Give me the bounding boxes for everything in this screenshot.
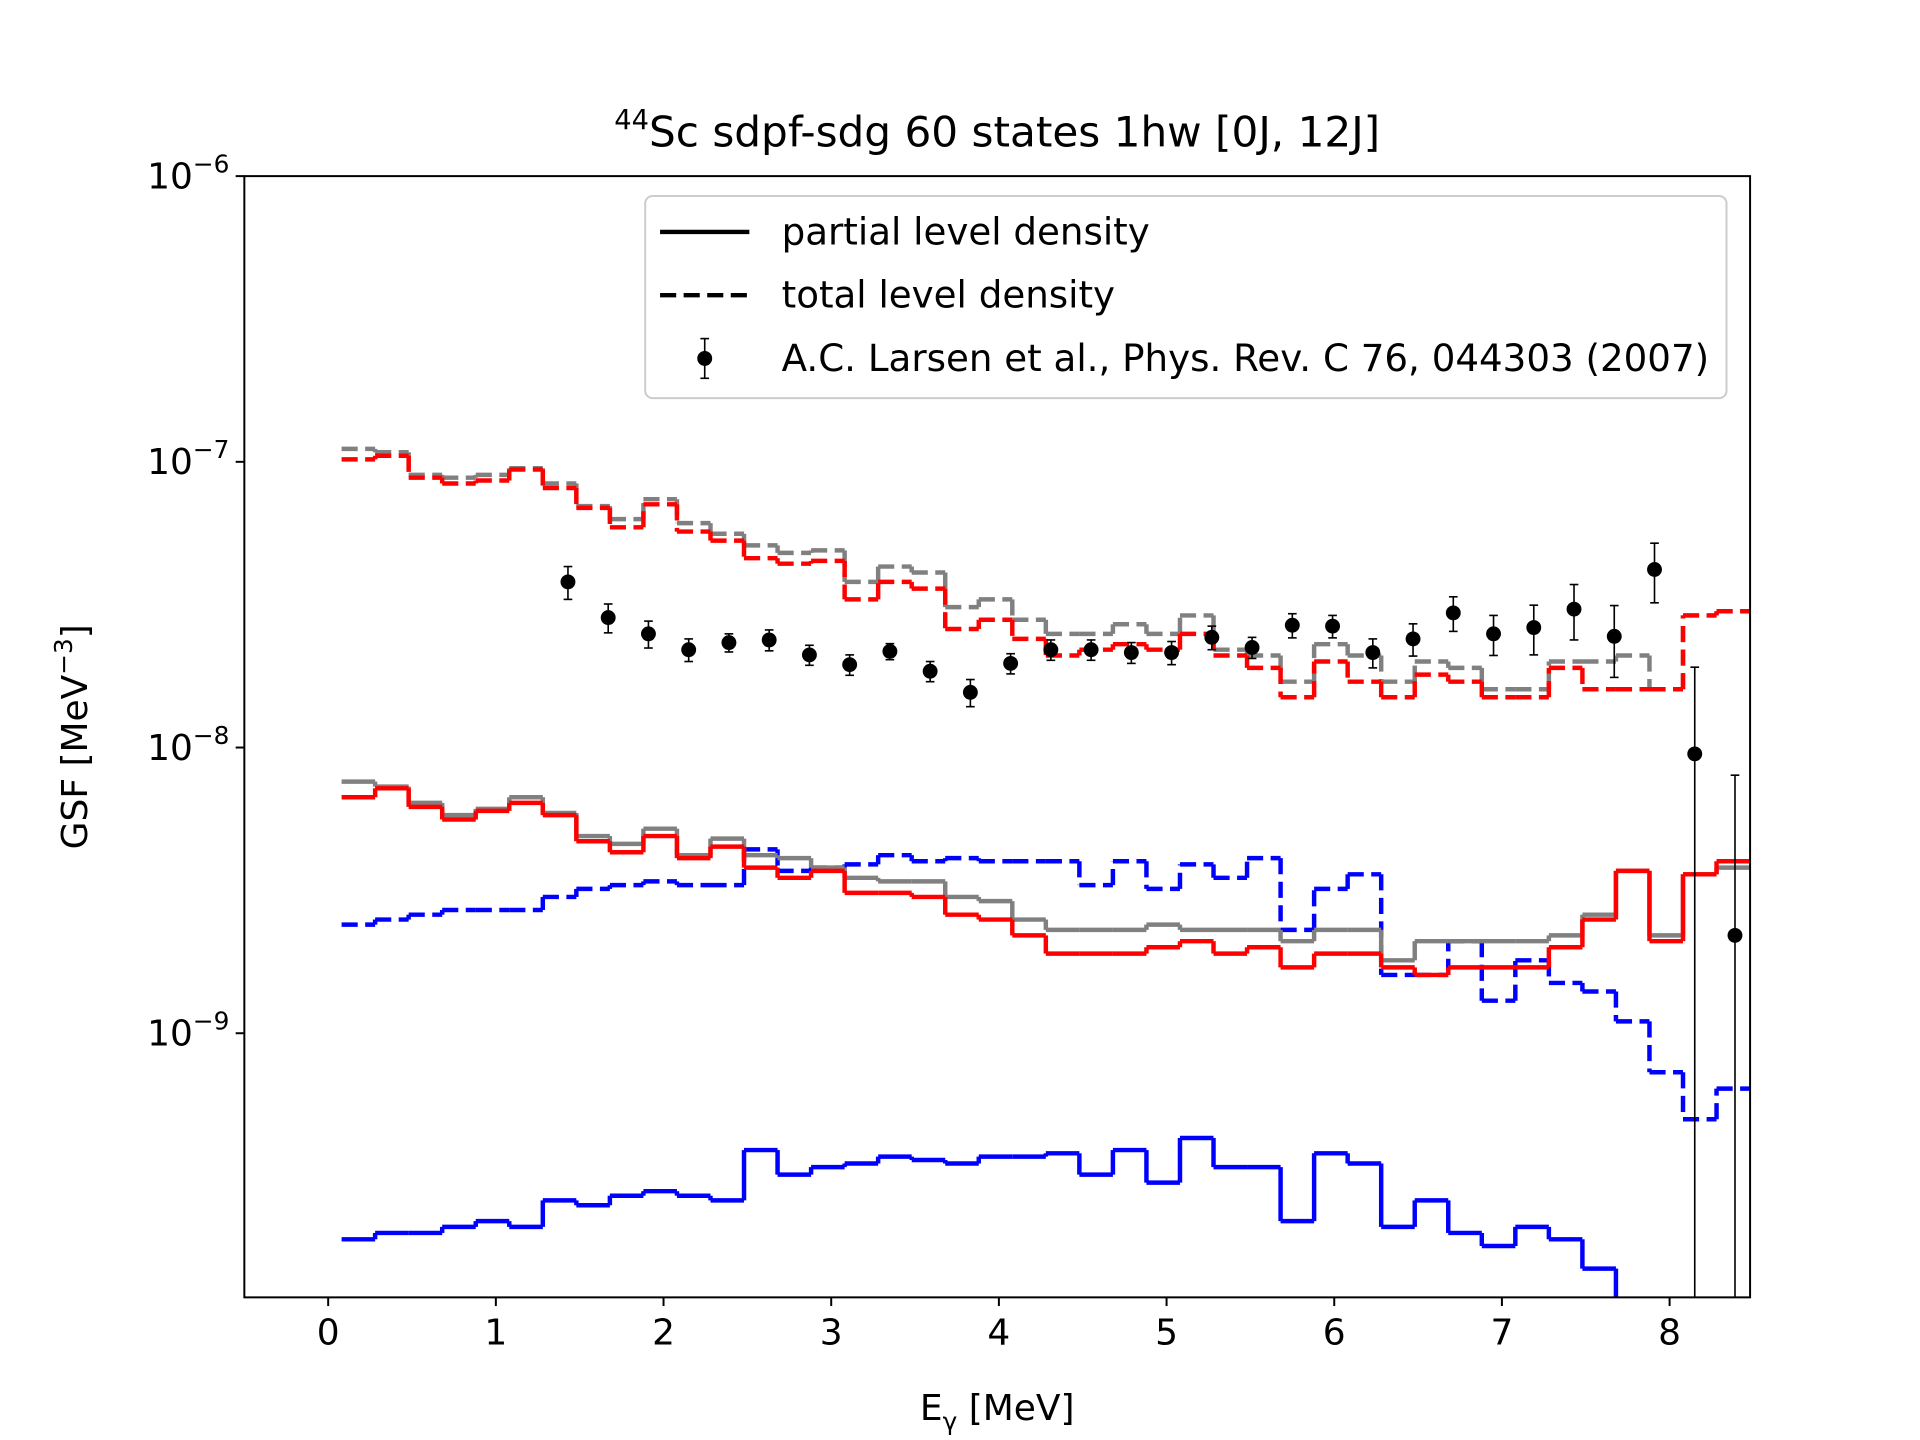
legend-marker [697,351,713,366]
x-tick-label: 1 [484,1312,507,1353]
y-axis-label: GSF [MeV−3] [49,624,96,849]
y-tick-base: 10 [147,157,193,198]
legend-label: total level density [782,273,1115,317]
x-tick-label: 0 [317,1312,340,1353]
data-point [1284,617,1300,633]
data-point [1526,620,1542,635]
data-point [721,635,737,651]
data-point [962,684,978,700]
x-tick-label: 5 [1155,1312,1178,1353]
data-point [1204,629,1220,645]
x-label-sub: γ [943,1407,958,1436]
data-point [1164,645,1180,660]
data-point [1687,746,1703,762]
data-point [640,626,656,642]
x-tick-label: 6 [1323,1312,1346,1353]
data-point [560,574,576,590]
y-tick-exponent: −8 [193,721,230,750]
x-label-main: E [920,1388,943,1429]
axes-frame [243,175,1752,1299]
data-point [1445,605,1461,621]
data-point [1043,642,1059,658]
x-tick-label: 7 [1490,1312,1513,1353]
data-point [1727,927,1743,943]
x-tick-label: 3 [820,1312,843,1353]
x-tick-label: 2 [652,1312,675,1353]
y-tick-base: 10 [147,1014,193,1055]
data-point [1405,631,1421,647]
y-tick-label: 10−7 [147,435,229,483]
legend-label: partial level density [782,209,1150,253]
y-label-end: ] [55,624,96,638]
y-label-main: GSF [MeV [55,674,96,849]
chart-title: 44Sc sdpf-sdg 60 states 1hw [0J, 12J] [614,105,1380,156]
y-tick-label: 10−6 [147,149,229,197]
data-point [1566,601,1582,617]
data-point [1244,640,1260,655]
data-point [1325,618,1341,634]
data-point [1083,642,1099,658]
y-label-sup: −3 [49,638,78,675]
y-tick-exponent: −9 [193,1007,230,1036]
data-point [681,642,697,658]
y-tick-base: 10 [147,442,193,483]
y-tick-base: 10 [147,728,193,769]
y-tick-label: 10−9 [147,1007,229,1055]
data-point [882,643,898,659]
x-axis-label: Eγ [MeV] [920,1388,1075,1436]
data-point [1647,562,1662,577]
x-tick-label: 8 [1658,1312,1681,1353]
legend-box [644,194,1728,400]
legend-label: A.C. Larsen et al., Phys. Rev. C 76, 044… [782,336,1710,380]
title-superscript: 44 [614,105,649,136]
data-point [922,663,938,679]
data-point [1486,626,1501,642]
y-tick-exponent: −7 [193,435,230,464]
data-point [1003,655,1019,671]
y-tick-exponent: −6 [193,149,230,178]
data-point [1365,645,1381,660]
data-point [600,610,616,626]
legend: partial level density total level density… [644,194,1728,400]
y-tick-label: 10−8 [147,721,229,769]
data-point [1606,628,1622,644]
data-point [761,632,777,648]
data-point [801,647,817,663]
plot-area [341,446,1751,1298]
x-label-end: [MeV] [957,1388,1074,1429]
data-point [842,657,858,673]
x-tick-label: 4 [987,1312,1010,1353]
title-text: Sc sdpf-sdg 60 states 1hw [0J, 12J] [649,107,1380,156]
data-point [1123,645,1139,660]
